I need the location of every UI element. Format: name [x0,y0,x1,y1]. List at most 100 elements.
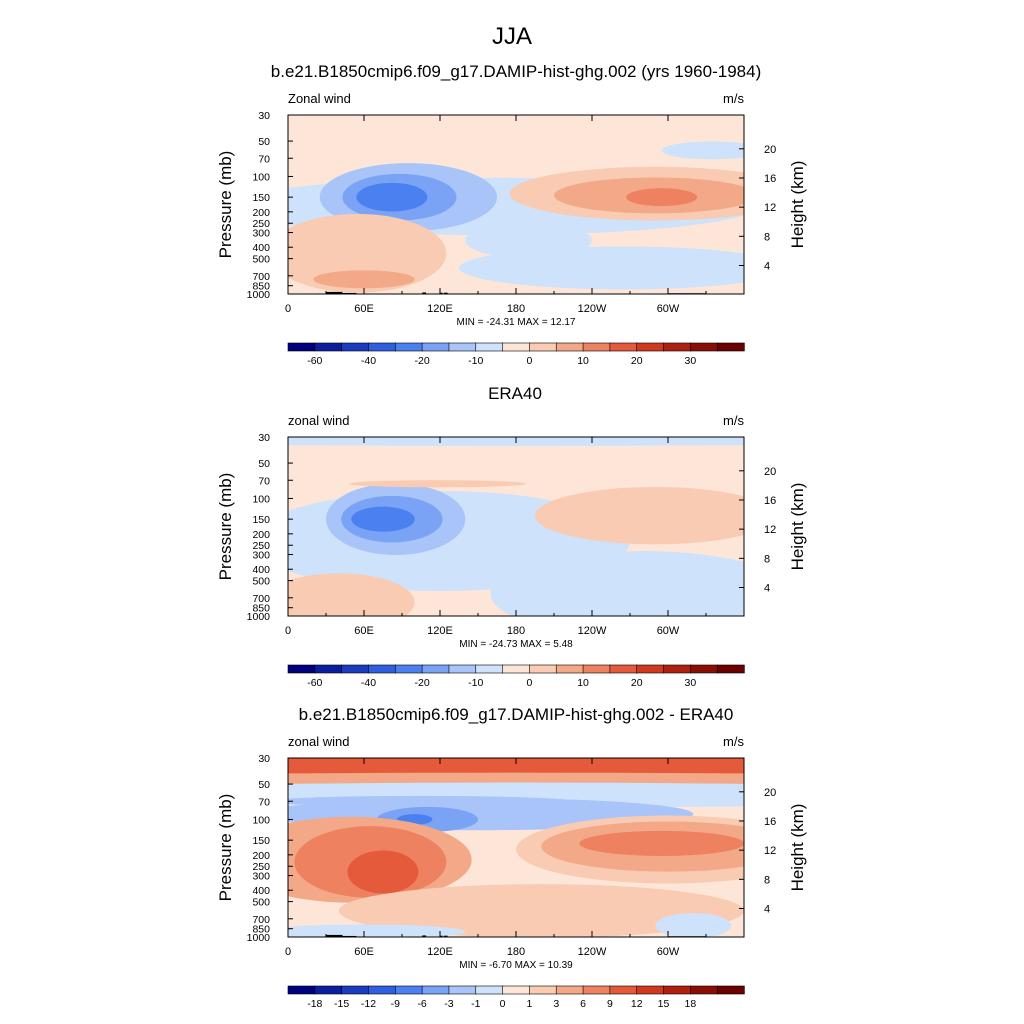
height-tick-label: 12 [764,202,776,214]
pressure-tick-label: 700 [252,914,270,926]
colorbar-swatch [341,985,370,995]
x-tick-label: 60W [657,946,680,958]
x-tick-label: 180 [507,625,525,637]
height-tick-label: 4 [764,903,770,915]
pressure-tick-label: 50 [258,136,270,148]
colorbar-swatch [502,342,531,352]
pressure-tick-label: 50 [258,458,270,470]
colorbar-label: 0 [500,998,506,1010]
x-tick-label: 120E [427,946,453,958]
colorbar-swatch [636,342,665,352]
pressure-tick-label: 1000 [247,932,271,944]
pressure-tick-label: 100 [252,493,270,505]
colorbar-label: 0 [526,355,532,367]
colorbar-swatch [421,342,450,352]
contour-region [313,270,415,289]
panel-title: b.e21.B1850cmip6.f09_g17.DAMIP-hist-ghg.… [299,705,734,724]
colorbar-label: -10 [468,677,483,689]
colorbar-swatch [582,985,611,995]
colorbar-swatch [368,985,396,995]
colorbar-label: 10 [577,355,589,367]
contour-field [288,115,744,294]
pressure-tick-label: 50 [258,779,270,791]
height-tick-label: 16 [764,173,776,185]
contour-region [288,758,744,776]
colorbar-swatch [475,664,504,674]
colorbar-swatch [555,342,584,352]
colorbar-swatch [582,342,611,352]
panel-left-label: zonal wind [288,413,349,428]
x-tick-label: 120E [427,303,453,315]
height-tick-label: 20 [764,787,776,799]
colorbar-swatch [448,342,477,352]
colorbar-label: 10 [577,677,589,689]
x-tick-label: 120E [427,625,453,637]
colorbar-swatch [716,664,745,674]
contour-region [351,506,415,532]
contour-region [347,850,419,894]
pressure-tick-label: 200 [252,529,270,541]
x-tick-label: 60W [657,303,680,315]
colorbar-swatch [287,342,316,352]
pressure-tick-label: 700 [252,593,270,605]
colorbar-swatch [394,342,423,352]
x-tick-label: 180 [507,946,525,958]
height-tick-label: 16 [764,495,776,507]
contour-region [490,551,744,616]
colorbar-swatch [314,985,343,995]
height-tick-label: 20 [764,144,776,156]
pressure-tick-label: 500 [252,897,270,909]
panel-1: b.e21.B1850cmip6.f09_g17.DAMIP-hist-ghg.… [216,62,807,367]
pressure-tick-label: 30 [258,432,270,444]
x-tick-label: 120W [578,625,607,637]
colorbar-swatch [690,985,718,995]
pressure-tick-label: 30 [258,110,270,122]
topography-mask [342,935,357,937]
y-axis-title: Pressure (mb) [216,473,235,581]
colorbar-swatch [341,342,370,352]
pressure-tick-label: 200 [252,850,270,862]
panel-units-label: m/s [723,734,744,749]
contour-region [288,795,573,807]
figure-title: JJA [492,23,532,50]
colorbar-label: -3 [444,998,453,1010]
topography-mask [443,292,448,294]
colorbar-swatch [529,985,557,995]
colorbar-label: -40 [361,677,376,689]
colorbar-label: -60 [307,355,322,367]
panels: b.e21.B1850cmip6.f09_g17.DAMIP-hist-ghg.… [216,62,807,1010]
pressure-tick-label: 700 [252,271,270,283]
pressure-tick-label: 850 [252,924,270,936]
pressure-tick-label: 850 [252,281,270,293]
contour-field [288,758,744,937]
contour-region [626,188,698,207]
x-tick-label: 60W [657,625,680,637]
colorbar-swatch [690,342,718,352]
pressure-tick-label: 150 [252,192,270,204]
pressure-tick-label: 100 [252,171,270,183]
colorbar-label: 1 [526,998,532,1010]
panel-left-label: Zonal wind [288,91,351,106]
contour-region [661,141,744,160]
colorbar-swatch [716,985,745,995]
colorbar-label: -18 [307,998,322,1010]
colorbar-label: 9 [607,998,613,1010]
colorbar-swatch [448,985,477,995]
x-tick-label: 180 [507,303,525,315]
y-axis-title: Pressure (mb) [216,794,235,902]
pressure-tick-label: 100 [252,814,270,826]
pressure-tick-label: 250 [252,540,270,552]
colorbar-swatch [663,342,692,352]
pressure-tick-label: 150 [252,514,270,526]
height-tick-label: 4 [764,260,770,272]
colorbar-label: 18 [685,998,697,1010]
colorbar-label: -40 [361,355,376,367]
colorbar-label: -60 [307,677,322,689]
colorbar-swatch [663,664,692,674]
colorbar-swatch [529,342,557,352]
topography-mask [326,291,343,294]
colorbar-swatch [690,664,718,674]
x-tick-label: 60E [354,625,374,637]
contour-region [655,913,732,937]
height-tick-label: 12 [764,524,776,536]
